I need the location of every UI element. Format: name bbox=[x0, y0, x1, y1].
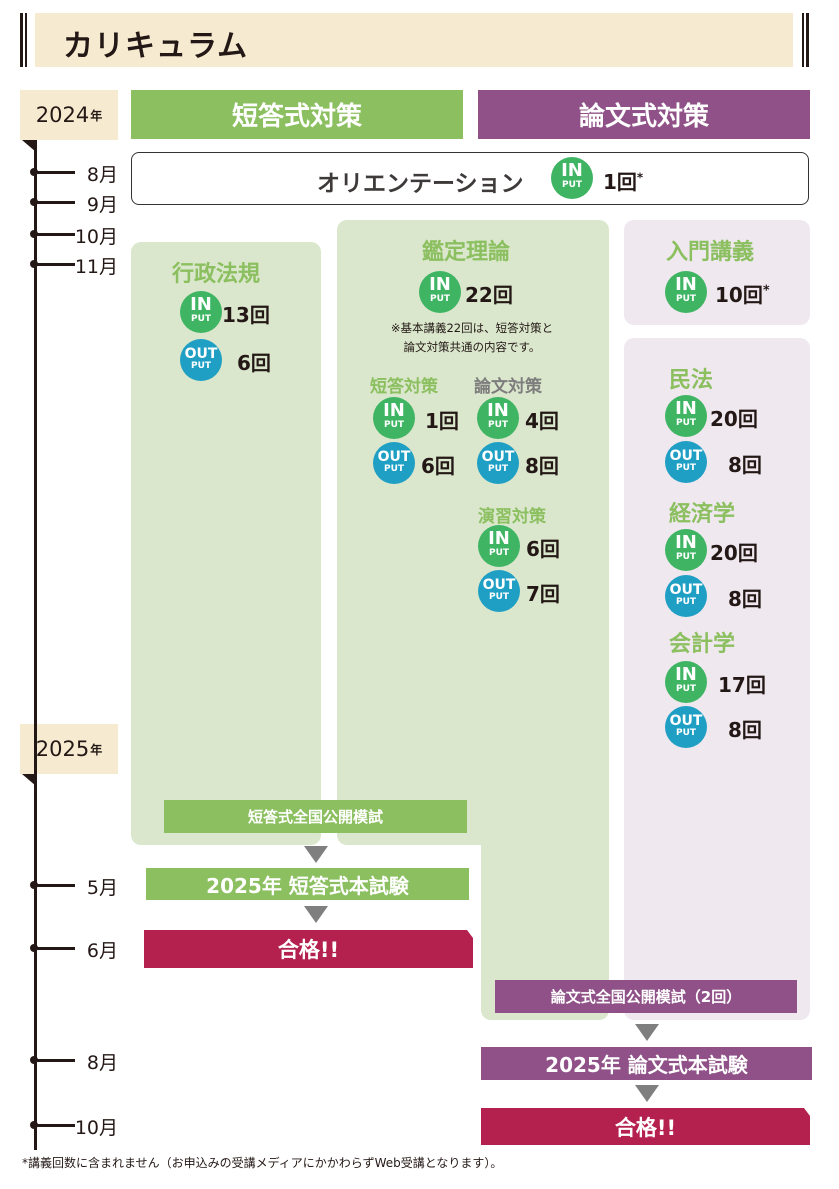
footnote: *講義回数に含まれません（お申込みの受講メディアにかかわらずWeb受講となります… bbox=[22, 1156, 503, 1170]
session-count: 20回 bbox=[710, 541, 758, 565]
output-badge: OUT PUT bbox=[180, 339, 222, 381]
input-badge: IN PUT bbox=[373, 397, 415, 439]
page-title: カリキュラム bbox=[63, 29, 249, 64]
month-label: 6月 bbox=[86, 940, 118, 962]
gyosei-box bbox=[131, 242, 321, 845]
month-label: 10月 bbox=[74, 226, 118, 248]
arrow-down-icon bbox=[304, 906, 328, 923]
essay-pass: 合格!! bbox=[481, 1108, 810, 1145]
timeline-marker bbox=[22, 140, 36, 152]
month-dot bbox=[30, 881, 38, 889]
orientation-box: オリエンテーション IN PUT 1回* bbox=[131, 152, 809, 205]
session-count: 20回 bbox=[710, 407, 758, 431]
session-count: 1回 bbox=[425, 409, 459, 433]
essay-mock-exam: 論文式全国公開模試（2回） bbox=[495, 980, 797, 1013]
month-label: 10月 bbox=[74, 1117, 118, 1139]
timeline-line bbox=[34, 140, 37, 1150]
short-exam: 2025年 短答式本試験 bbox=[146, 868, 469, 900]
session-count: 4回 bbox=[525, 409, 559, 433]
header-left-bar bbox=[25, 13, 27, 67]
tanto-title: 短答対策 bbox=[370, 377, 438, 397]
month-tick bbox=[35, 201, 75, 204]
output-badge: OUT PUT bbox=[373, 442, 415, 484]
header-right-bar bbox=[802, 13, 804, 67]
input-badge: IN PUT bbox=[419, 271, 461, 313]
input-badge: IN PUT bbox=[477, 397, 519, 439]
page-header: カリキュラム bbox=[35, 13, 793, 67]
input-badge: IN PUT bbox=[478, 525, 520, 567]
month-label: 9月 bbox=[86, 194, 118, 216]
session-count: 6回 bbox=[237, 351, 271, 375]
input-badge: IN PUT bbox=[180, 291, 222, 333]
session-count: 6回 bbox=[526, 537, 560, 561]
gyosei-title: 行政法規 bbox=[172, 262, 261, 287]
track-short-header: 短答式対策 bbox=[131, 90, 463, 139]
month-label: 11月 bbox=[74, 256, 118, 278]
output-badge: OUT PUT bbox=[665, 575, 707, 617]
month-tick bbox=[35, 1059, 75, 1062]
month-dot bbox=[30, 1121, 38, 1129]
output-badge: OUT PUT bbox=[477, 442, 519, 484]
month-dot bbox=[30, 1056, 38, 1064]
session-count: 8回 bbox=[728, 718, 762, 742]
session-count: 8回 bbox=[728, 453, 762, 477]
session-count: 10回 bbox=[715, 283, 763, 307]
header-left-bar bbox=[20, 13, 23, 67]
month-label: 8月 bbox=[86, 1052, 118, 1074]
month-tick bbox=[35, 171, 75, 174]
kantei-title: 鑑定理論 bbox=[422, 240, 511, 265]
month-label: 8月 bbox=[86, 164, 118, 186]
output-badge: OUT PUT bbox=[665, 441, 707, 483]
session-count: 17回 bbox=[718, 673, 766, 697]
essay-exam: 2025年 論文式本試験 bbox=[481, 1047, 812, 1080]
session-count: 7回 bbox=[526, 582, 560, 606]
month-dot bbox=[30, 944, 38, 952]
year-2024: 2024 年 bbox=[20, 90, 118, 140]
input-badge: IN PUT bbox=[665, 271, 707, 313]
session-count: 8回 bbox=[525, 454, 559, 478]
input-badge: IN PUT bbox=[665, 529, 707, 571]
kantei-box bbox=[337, 220, 609, 845]
header-right-bar bbox=[806, 13, 809, 67]
keizai-title: 経済学 bbox=[669, 502, 736, 527]
output-badge: OUT PUT bbox=[665, 706, 707, 748]
arrow-down-icon bbox=[635, 1085, 659, 1102]
month-tick bbox=[35, 947, 75, 950]
session-count: 6回 bbox=[421, 454, 455, 478]
timeline-marker bbox=[22, 774, 36, 786]
month-dot bbox=[30, 198, 38, 206]
month-label: 5月 bbox=[86, 877, 118, 899]
minpo-title: 民法 bbox=[669, 368, 714, 393]
nyumon-box bbox=[624, 220, 810, 325]
month-tick bbox=[35, 233, 75, 236]
kaikei-title: 会計学 bbox=[669, 632, 736, 657]
orientation-label: オリエンテーション bbox=[317, 171, 524, 197]
input-badge: IN PUT bbox=[551, 157, 593, 199]
month-tick bbox=[35, 1124, 75, 1127]
ensyu-title: 演習対策 bbox=[478, 507, 546, 527]
orientation-count: 1回 bbox=[603, 170, 637, 194]
input-badge: IN PUT bbox=[665, 661, 707, 703]
arrow-down-icon bbox=[635, 1024, 659, 1041]
session-count: 22回 bbox=[465, 283, 513, 307]
short-pass: 合格!! bbox=[144, 930, 473, 968]
input-badge: IN PUT bbox=[665, 395, 707, 437]
ronbun-title: 論文対策 bbox=[474, 377, 542, 397]
session-count: 13回 bbox=[222, 303, 270, 327]
nyumon-title: 入門講義 bbox=[666, 240, 755, 265]
session-count: 8回 bbox=[728, 587, 762, 611]
kantei-note: ※基本講義22回は、短答対策と 論文対策共通の内容です。 bbox=[390, 321, 554, 354]
month-dot bbox=[30, 230, 38, 238]
month-tick bbox=[35, 884, 75, 887]
month-dot bbox=[30, 260, 38, 268]
month-dot bbox=[30, 168, 38, 176]
output-badge: OUT PUT bbox=[478, 570, 520, 612]
track-essay-header: 論文式対策 bbox=[478, 90, 810, 139]
arrow-down-icon bbox=[304, 846, 328, 863]
month-tick bbox=[35, 263, 75, 266]
subjects-box bbox=[624, 338, 810, 1020]
short-mock-exam: 短答式全国公開模試 bbox=[164, 800, 467, 833]
